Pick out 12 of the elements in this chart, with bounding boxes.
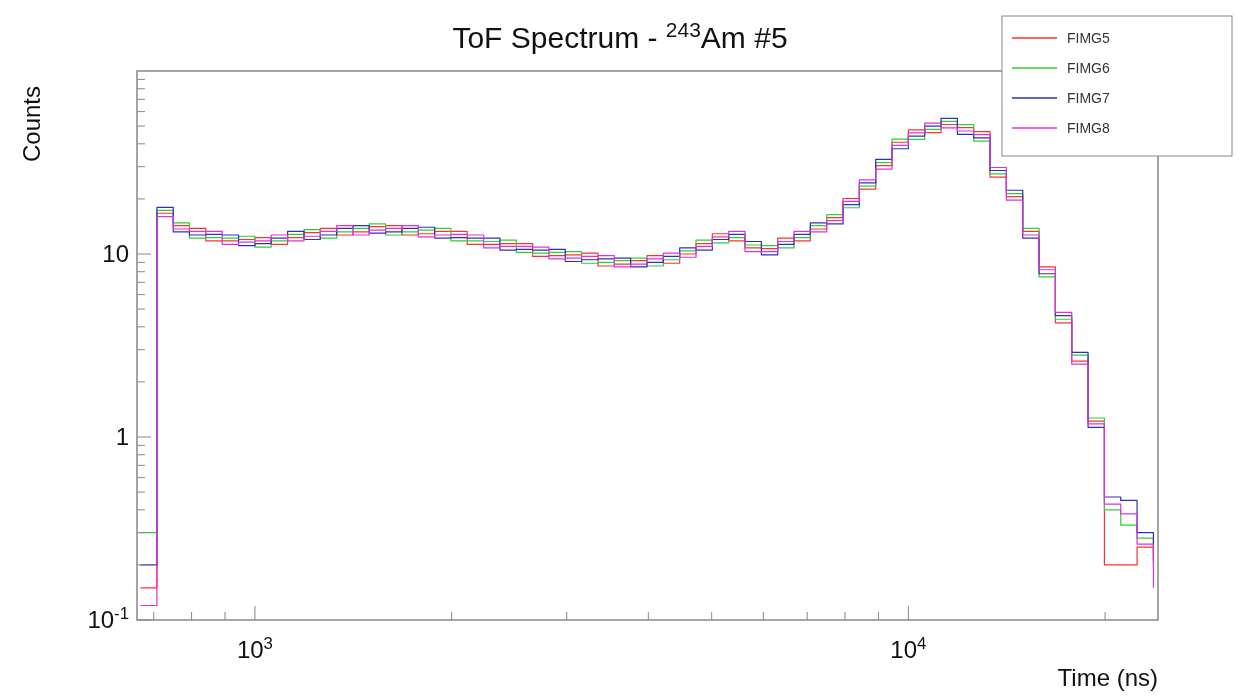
legend-label: FIMG5 bbox=[1067, 30, 1110, 46]
x-tick-label: 10$^{3}$ bbox=[236, 633, 273, 663]
x-axis-title: Time (ns) bbox=[1057, 664, 1158, 691]
x-tick-label: 10$^{4}$ bbox=[890, 633, 927, 663]
legend-label: FIMG6 bbox=[1067, 60, 1110, 76]
legend-label: FIMG7 bbox=[1067, 90, 1110, 106]
chart-title: ToF Spectrum - $^{243}$Am #5 bbox=[452, 17, 788, 54]
y-tick-label: 10 bbox=[102, 240, 129, 267]
y-axis-title: Counts bbox=[18, 86, 45, 163]
y-tick-label: 10$^{-1}$ bbox=[87, 603, 129, 633]
legend-label: FIMG8 bbox=[1067, 120, 1110, 136]
y-tick-label: 1 bbox=[115, 423, 129, 450]
